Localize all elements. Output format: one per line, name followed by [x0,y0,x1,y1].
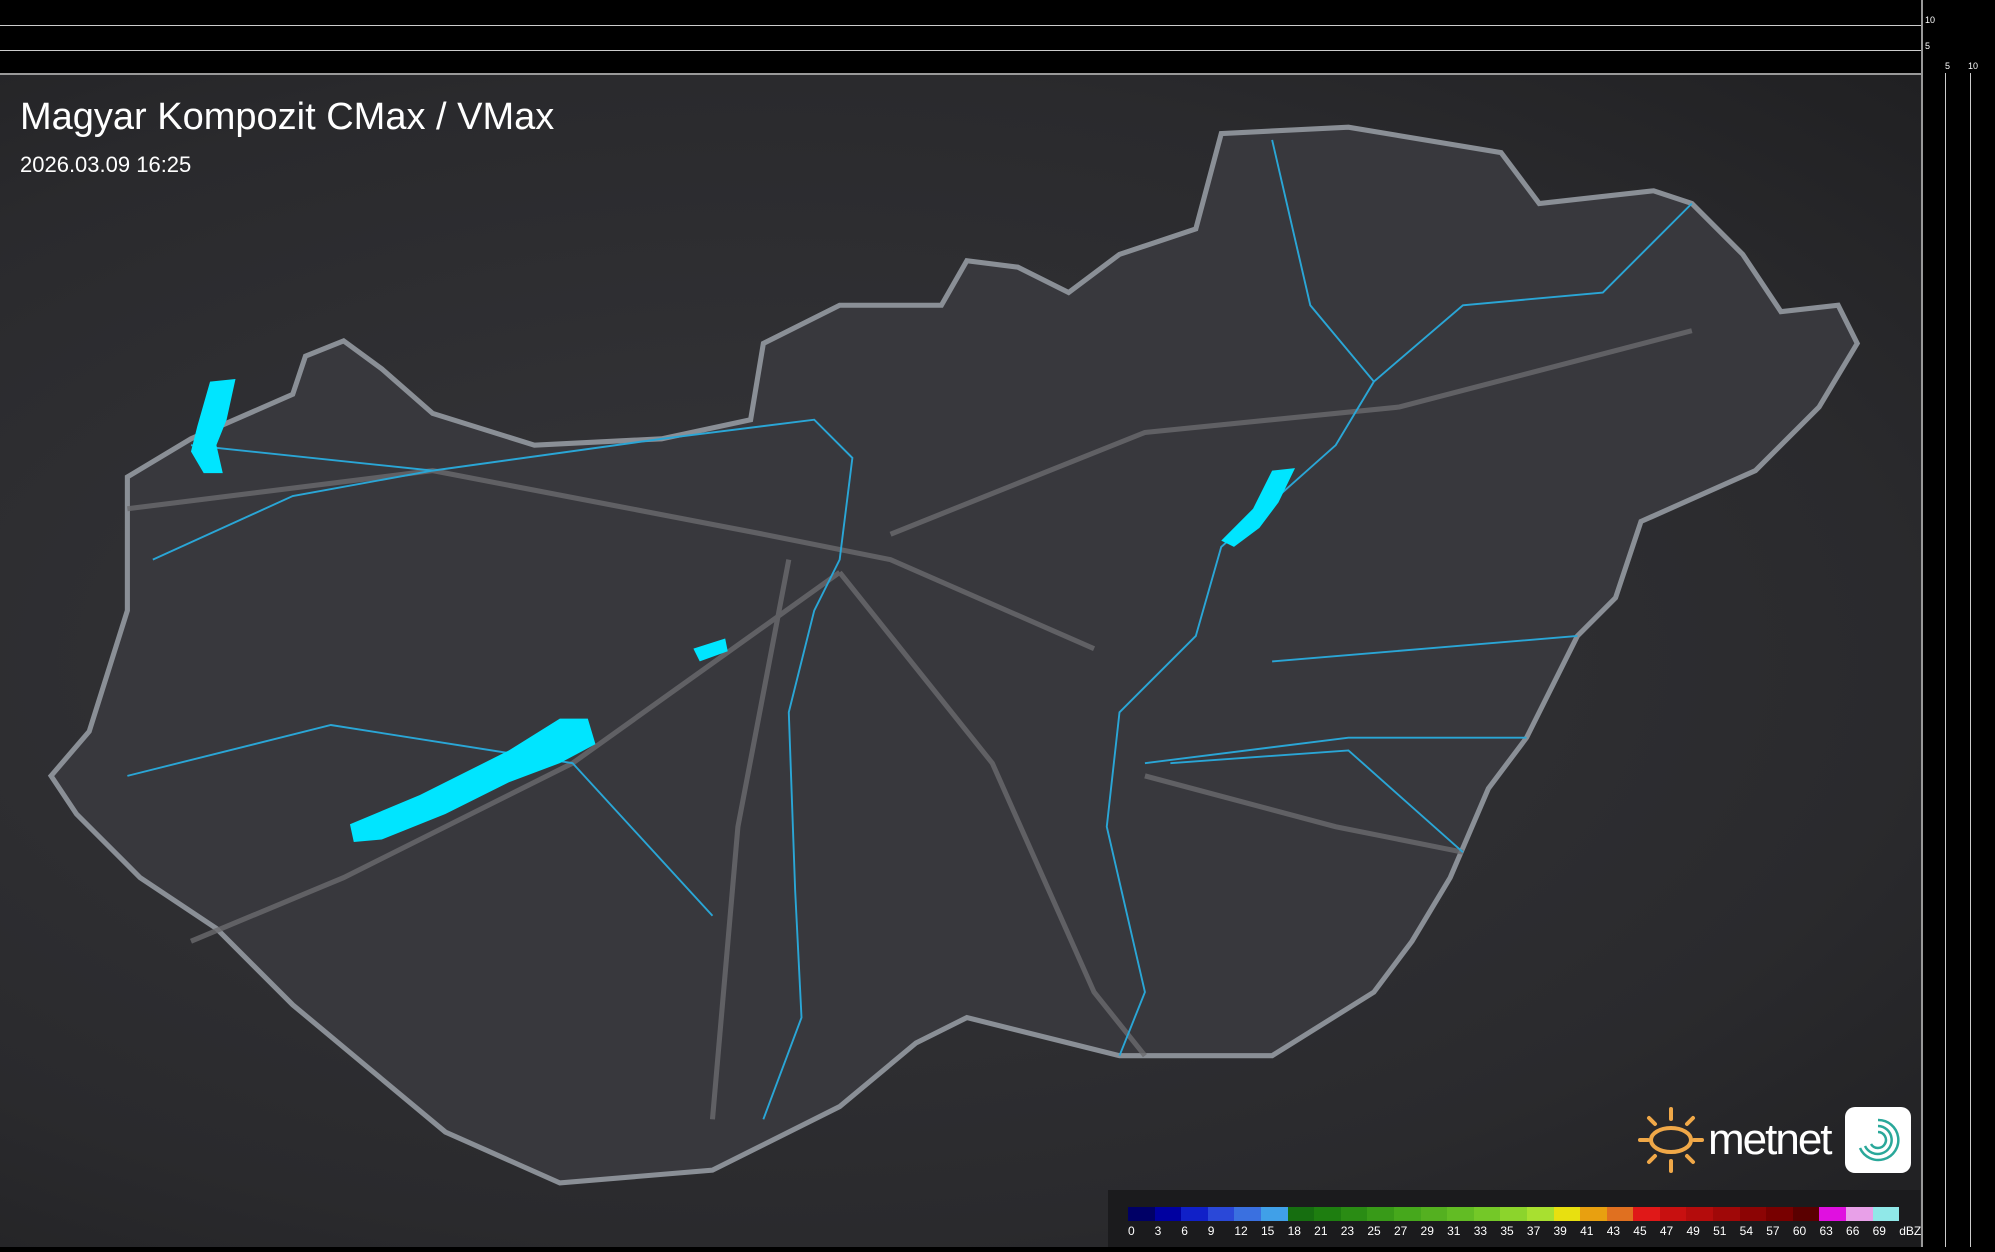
legend-swatch [1181,1207,1208,1221]
legend-label: 39 [1553,1224,1567,1238]
logo-text: metnet [1708,1115,1833,1164]
legend-label: 47 [1659,1224,1674,1238]
legend-labels: 0 3 6 9 12 15 18 21 23 25 27 29 31 33 35 37 39 41 43 45 47 49… [1128,1224,1921,1238]
legend-swatch [1367,1207,1394,1221]
lake-tisza [1221,468,1296,547]
axis-vline-5 [1945,73,1946,1247]
legend-swatch [1500,1207,1527,1221]
legend-swatch [1659,1207,1687,1221]
axis-line-10 [0,25,1921,26]
tisza-river [1105,202,1693,1057]
legend-swatch [1553,1207,1581,1221]
legend-label: 63 [1819,1224,1833,1238]
legend-label: 35 [1500,1224,1514,1238]
lakes [190,379,1296,843]
legend-swatch [1633,1207,1660,1221]
legend-label: 21 [1314,1224,1328,1238]
radar-map[interactable] [0,73,1921,1247]
right-tick-5: 5 [1945,61,1951,71]
legend-label: 66 [1846,1224,1860,1238]
legend-label: 37 [1526,1224,1541,1238]
legend-swatch [1686,1207,1714,1221]
map-timestamp: 2026.03.09 16:25 [20,152,192,177]
legend-swatch [1580,1207,1607,1221]
right-tick-10: 10 [1968,61,1979,71]
legend-label: 43 [1606,1224,1621,1238]
legend-swatch [1872,1207,1900,1221]
legend-swatch [1766,1207,1793,1221]
legend-swatch [1393,1207,1421,1221]
legend-label: 23 [1340,1224,1355,1238]
hungary-border [47,124,1861,1186]
legend-label: 15 [1260,1224,1275,1238]
legend-swatch [1713,1207,1740,1221]
legend-label: 27 [1393,1224,1408,1238]
rivers [127,139,1693,1120]
legend-label: 41 [1580,1224,1594,1238]
legend-label: 69 [1872,1224,1886,1238]
legend-label: 3 [1154,1224,1162,1238]
legend-swatch [1739,1207,1767,1221]
legend-label: 49 [1686,1224,1700,1238]
metnet-logo: metnet [1636,1105,1911,1175]
legend-label: 29 [1420,1224,1434,1238]
legend-label: 18 [1287,1224,1301,1238]
top-axis-panel [0,0,1921,75]
axis-line-5 [0,50,1921,51]
legend-label: 31 [1447,1224,1461,1238]
lake-neusiedl [190,379,236,474]
legend-swatch [1447,1207,1474,1221]
legend-label: 60 [1792,1224,1807,1238]
legend-label: 9 [1207,1224,1215,1238]
legend-color-bar [1128,1207,1900,1221]
sun-icon [1638,1107,1704,1173]
legend-swatch [1154,1207,1182,1221]
top-tick-5: 5 [1925,41,1931,51]
app-spiral-icon [1844,1107,1911,1173]
lake-balaton [349,718,596,843]
roads [127,328,1693,1120]
legend-swatch [1260,1207,1288,1221]
lake-velence [693,638,728,662]
legend-label: 57 [1766,1224,1780,1238]
legend-label: 33 [1473,1224,1488,1238]
legend-label: 51 [1713,1224,1727,1238]
legend-unit: dBZ [1899,1224,1922,1238]
dbz-color-legend: 0 3 6 9 12 15 18 21 23 25 27 29 31 33 35 37 39 41 43 45 47 49… [1108,1190,1921,1247]
legend-swatch [1287,1207,1315,1221]
hungary-map-svg [47,124,1861,1186]
legend-swatch [1340,1207,1368,1221]
legend-swatch [1234,1207,1261,1221]
right-axis-panel: 10 5 5 10 [1921,0,1995,1247]
legend-swatch [1420,1207,1448,1221]
legend-swatch [1846,1207,1873,1221]
legend-swatch [1128,1207,1155,1221]
axis-vline-10 [1970,73,1971,1247]
top-tick-10: 10 [1925,15,1936,25]
legend-swatch [1792,1207,1820,1221]
danube-river [190,418,854,1120]
map-title: Magyar Kompozit CMax / VMax [20,96,555,138]
legend-label: 6 [1181,1224,1188,1238]
legend-swatch [1314,1207,1341,1221]
legend-swatch [1526,1207,1554,1221]
legend-swatch [1473,1207,1501,1221]
legend-label: 12 [1234,1224,1248,1238]
legend-swatch [1819,1207,1847,1221]
legend-swatch [1207,1207,1235,1221]
legend-label: 0 [1128,1224,1135,1238]
legend-swatch [1606,1207,1634,1221]
legend-label: 45 [1633,1224,1647,1238]
legend-label: 25 [1367,1224,1381,1238]
legend-label: 54 [1739,1224,1754,1238]
